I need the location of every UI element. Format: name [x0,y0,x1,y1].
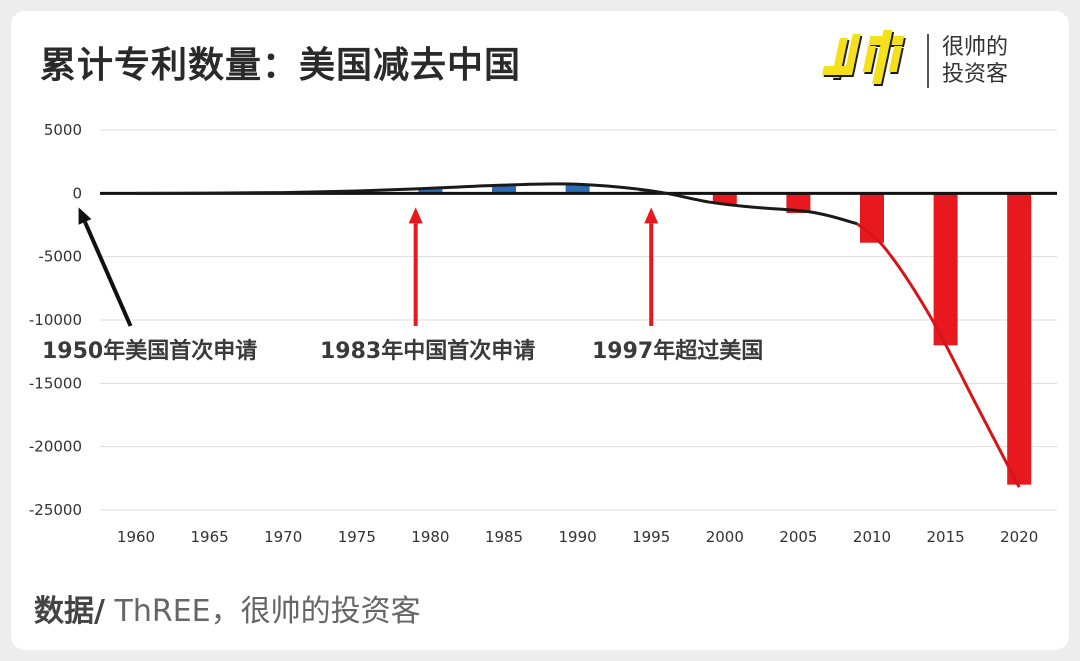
brand-name: 很帅的 投资客 [942,34,1042,88]
bar-2000 [712,193,737,205]
x-tick-label: 1960 [117,528,155,546]
x-tick-label: 1995 [632,528,670,546]
bar-1990 [565,183,590,194]
chart-card [11,11,1069,650]
y-axis-ticks: 5000 0 -5000 -10000 -15000 -20000 -25000 [29,121,82,519]
bar-2020 [1007,193,1032,485]
bar-2005 [786,193,811,213]
brand-block: 很帅的 投资客 [822,28,1042,98]
annotation-arrow [83,221,133,327]
annotation-label: 1997年超过美国 [592,338,763,364]
source-prefix: 数据/ [34,594,105,629]
bar-2015 [933,193,958,346]
x-tick-label: 1975 [338,528,376,546]
y-tick-label: -20000 [29,438,82,456]
x-tick-label: 1985 [485,528,523,546]
x-tick-label: 2000 [706,528,744,546]
chart-title: 累计专利数量：美国减去中国 [40,45,522,86]
trend-line-early [135,182,858,226]
y-tick-label: -10000 [29,311,82,329]
brand-logo-icon [822,30,906,86]
x-tick-label: 1980 [411,528,449,546]
annotation-arrowhead [644,207,659,224]
x-tick-label: 2005 [779,528,817,546]
trend-line-late [856,222,1021,488]
data-source: 数据/ ThREE，很帅的投资客 [34,586,421,630]
annotation-label: 1983年中国首次申请 [320,338,535,364]
x-tick-label: 1990 [559,528,597,546]
y-tick-label: -5000 [38,248,82,266]
source-text: ThREE，很帅的投资客 [104,594,421,629]
y-tick-label: 0 [72,184,82,202]
x-tick-label: 2020 [1000,528,1038,546]
x-tick-label: 2010 [853,528,891,546]
trend-line [135,182,1021,488]
x-tick-label: 1965 [191,528,229,546]
annotations: 1950年美国首次申请 1983年中国首次申请 1997年超过美国 [42,207,763,364]
x-axis-ticks: 1960 1965 1970 1975 1980 1985 1990 1995 2000 2005… [117,528,1038,546]
brand-divider [927,34,929,88]
y-tick-label: 5000 [44,121,82,139]
annotation-label: 1950年美国首次申请 [42,338,257,364]
brand-line-1: 很帅的 [942,35,1009,60]
y-tick-label: -15000 [29,374,82,392]
annotation-arrowhead [78,207,92,225]
bar-1985 [492,185,516,194]
brand-line-2: 投资客 [942,62,1009,87]
annotation-arrowhead [408,207,423,224]
grid-lines [100,129,1057,511]
bar-1980 [418,188,443,194]
y-tick-label: -25000 [29,501,82,519]
x-tick-label: 2015 [927,528,965,546]
x-tick-label: 1970 [264,528,302,546]
